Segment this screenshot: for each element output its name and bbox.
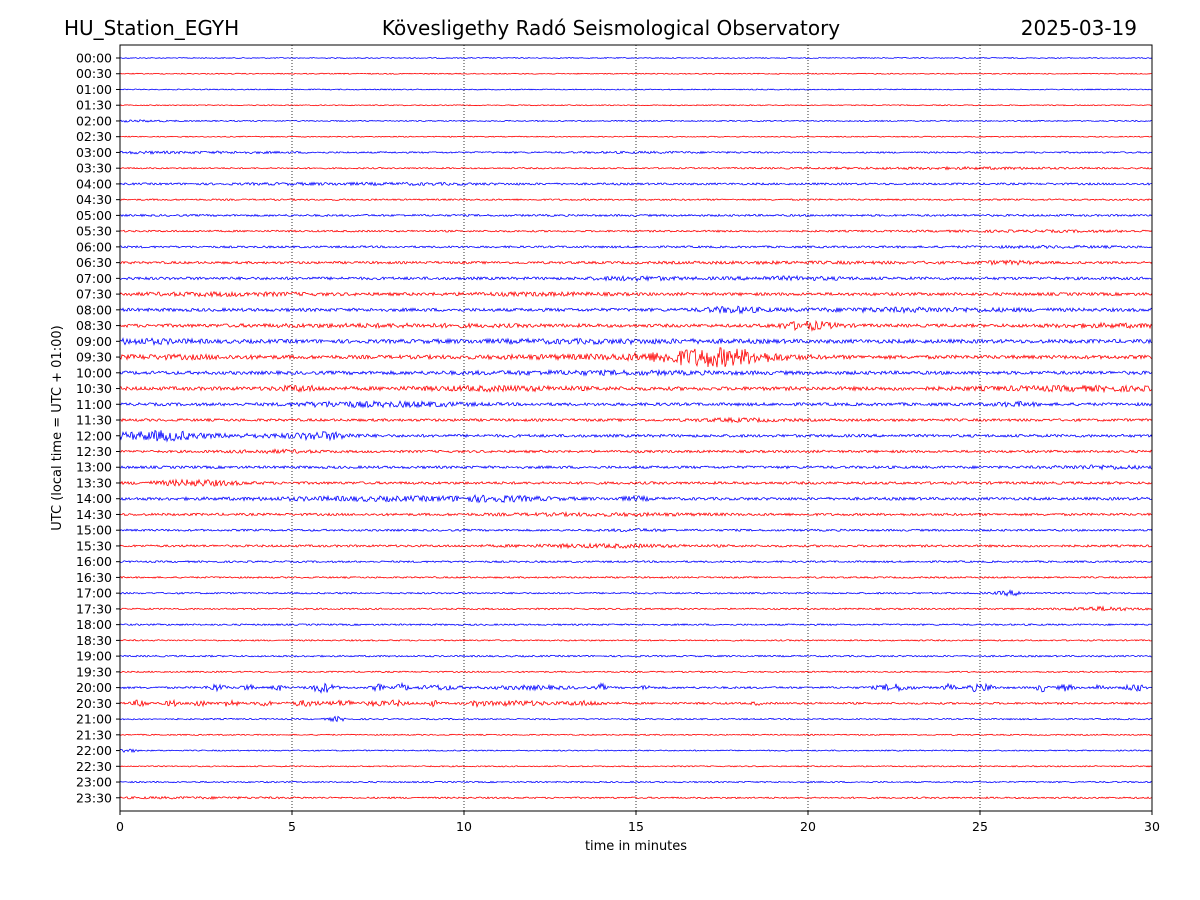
- y-tick-label: 13:30: [76, 475, 112, 490]
- y-tick-label: 20:30: [76, 696, 112, 711]
- y-tick-label: 18:30: [76, 633, 112, 648]
- x-tick-label: 30: [1144, 819, 1160, 834]
- y-tick-label: 07:00: [76, 271, 112, 286]
- y-tick-label: 21:00: [76, 712, 112, 727]
- x-tick-label: 10: [456, 819, 472, 834]
- y-tick-label: 03:30: [76, 161, 112, 176]
- trace-0100: [119, 88, 1153, 91]
- y-tick-label: 16:30: [76, 570, 112, 585]
- x-tick-group: 0 5 10 15 20 25 30: [116, 811, 1160, 834]
- station-name: HU_Station_EGYH: [64, 16, 239, 40]
- chart-date: 2025-03-19: [1021, 16, 1137, 40]
- trace-1430: [119, 511, 1153, 518]
- plot-frame: [119, 44, 1153, 812]
- y-tick-label: 11:30: [76, 413, 112, 428]
- y-tick-label: 16:00: [76, 554, 112, 569]
- y-tick-label: 14:00: [76, 491, 112, 506]
- y-tick-label: 23:30: [76, 790, 112, 805]
- y-tick-label: 08:00: [76, 302, 112, 317]
- trace-1630: [119, 575, 1153, 579]
- y-tick-label: 10:30: [76, 381, 112, 396]
- trace-2330: [119, 795, 1153, 800]
- trace-0730: [119, 290, 1153, 298]
- y-tick-label: 19:30: [76, 664, 112, 679]
- y-tick-label: 00:30: [76, 66, 112, 81]
- x-tick-label: 20: [800, 819, 816, 834]
- y-tick-label: 12:00: [76, 428, 112, 443]
- y-tick-label: 01:00: [76, 82, 112, 97]
- y-tick-label: 12:30: [76, 444, 112, 459]
- y-axis-label: UTC (local time = UTC + 01:00): [50, 325, 65, 530]
- y-tick-label: 14:30: [76, 507, 112, 522]
- y-tick-label: 09:30: [76, 350, 112, 365]
- y-tick-label: 18:00: [76, 617, 112, 632]
- y-tick-label: 13:00: [76, 460, 112, 475]
- x-axis-label: time in minutes: [585, 839, 687, 854]
- trace-0600: [119, 244, 1153, 250]
- y-tick-label: 17:30: [76, 601, 112, 616]
- y-tick-label: 02:00: [76, 113, 112, 128]
- trace-1900: [119, 654, 1153, 658]
- y-tick-label: 23:00: [76, 775, 112, 790]
- y-tick-label: 00:00: [76, 51, 112, 66]
- trace-0330: [119, 165, 1153, 171]
- y-tick-label: 02:30: [76, 129, 112, 144]
- y-tick-label: 19:00: [76, 649, 112, 664]
- x-tick-label: 15: [628, 819, 644, 834]
- y-tick-label: 15:00: [76, 523, 112, 538]
- y-tick-label: 20:00: [76, 680, 112, 695]
- trace-1700: [119, 589, 1153, 597]
- row-label-group: 00:0000:3001:0001:3002:0002:3003:0003:30…: [76, 51, 120, 805]
- y-tick-label: 07:30: [76, 287, 112, 302]
- y-tick-label: 04:30: [76, 192, 112, 207]
- trace-2100: [119, 715, 1153, 723]
- trace-1300: [119, 464, 1153, 471]
- x-tick-label: 0: [116, 819, 124, 834]
- y-tick-label: 01:30: [76, 98, 112, 113]
- y-tick-label: 06:00: [76, 239, 112, 254]
- trace-1830: [119, 639, 1153, 642]
- trace-1230: [119, 448, 1153, 455]
- trace-1730: [119, 605, 1153, 612]
- y-tick-label: 17:00: [76, 586, 112, 601]
- x-tick-label: 25: [972, 819, 988, 834]
- y-tick-label: 09:00: [76, 334, 112, 349]
- y-tick-label: 10:00: [76, 365, 112, 380]
- trace-2300: [119, 780, 1153, 784]
- y-tick-label: 06:30: [76, 255, 112, 270]
- trace-0430: [119, 198, 1153, 202]
- x-tick-label: 5: [288, 819, 296, 834]
- y-tick-label: 05:00: [76, 208, 112, 223]
- y-tick-label: 11:00: [76, 397, 112, 412]
- trace-0030: [119, 72, 1153, 75]
- trace-0230: [119, 135, 1153, 138]
- y-tick-label: 08:30: [76, 318, 112, 333]
- y-tick-label: 22:30: [76, 759, 112, 774]
- chart-title: Kövesligethy Radó Seismological Observat…: [382, 16, 840, 40]
- y-tick-label: 21:30: [76, 727, 112, 742]
- trace-2030: [119, 698, 1153, 708]
- y-tick-label: 04:00: [76, 176, 112, 191]
- y-tick-label: 15:30: [76, 538, 112, 553]
- y-tick-label: 03:00: [76, 145, 112, 160]
- y-tick-label: 05:30: [76, 224, 112, 239]
- y-tick-label: 22:00: [76, 743, 112, 758]
